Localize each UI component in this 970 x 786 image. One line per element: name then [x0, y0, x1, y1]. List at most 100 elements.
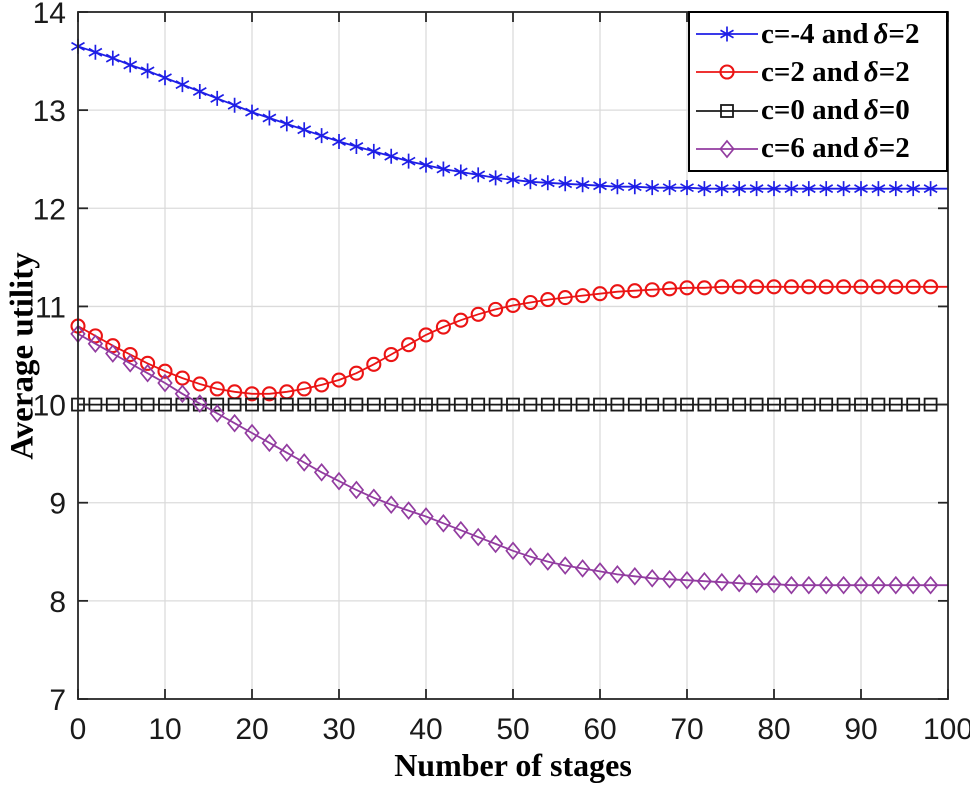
square-marker-icon	[801, 397, 816, 412]
diamond-marker-icon	[783, 575, 800, 595]
diamond-marker-icon	[487, 534, 504, 554]
square-marker-icon	[888, 397, 903, 412]
square-marker-icon	[245, 397, 259, 412]
diamond-marker-icon	[557, 556, 573, 575]
asterisk-marker-icon	[540, 175, 555, 191]
legend: c=-4 and δ=2 c=2 and δ=2 c=0 and δ=0 c=6 an…	[688, 11, 948, 172]
asterisk-marker-icon	[105, 50, 120, 66]
legend-label-text: =2	[888, 17, 920, 50]
x-tick-label: 90	[844, 713, 877, 746]
square-marker-icon	[140, 397, 155, 412]
legend-item: c=6 and δ=2	[690, 130, 946, 168]
asterisk-marker-icon	[906, 181, 921, 197]
diamond-marker-icon	[679, 570, 695, 590]
diamond-marker-icon	[244, 423, 260, 443]
asterisk-marker-icon	[192, 83, 207, 99]
circle-marker-icon	[140, 355, 156, 371]
circle-marker-icon	[418, 327, 434, 343]
circle-marker-icon	[853, 279, 869, 295]
asterisk-marker-icon	[349, 138, 364, 154]
asterisk-marker-icon	[332, 134, 346, 150]
diamond-marker-icon	[87, 334, 104, 354]
diamond-marker-icon	[719, 139, 735, 159]
asterisk-marker-icon	[923, 181, 938, 197]
x-axis-label: Number of stages	[394, 747, 632, 783]
asterisk-marker-icon	[245, 104, 259, 120]
series-markers-c0-delta0	[71, 397, 938, 412]
square-marker-icon	[506, 397, 520, 412]
square-marker-icon	[662, 397, 677, 412]
square-marker-icon	[436, 397, 451, 412]
square-marker-icon	[314, 397, 329, 412]
asterisk-marker-icon	[158, 70, 172, 86]
asterisk-marker-icon	[506, 172, 520, 188]
square-marker-icon	[714, 397, 729, 412]
circle-marker-icon	[801, 279, 817, 295]
square-marker-icon	[210, 397, 225, 412]
diamond-marker-icon	[627, 566, 643, 586]
square-marker-icon	[836, 397, 851, 412]
asterisk-marker-icon	[227, 97, 242, 113]
y-tick-label: 10	[33, 390, 66, 423]
diamond-marker-icon	[731, 573, 747, 593]
diamond-marker-icon	[905, 575, 921, 595]
square-marker-icon	[906, 397, 921, 412]
diamond-marker-icon	[696, 571, 713, 591]
asterisk-marker-icon	[279, 116, 294, 132]
asterisk-marker-icon	[175, 77, 190, 93]
asterisk-marker-icon	[871, 181, 886, 197]
diamond-marker-icon	[348, 480, 365, 500]
circle-marker-icon	[696, 280, 712, 296]
diamond-marker-icon	[226, 413, 243, 433]
diamond-marker-icon	[540, 552, 556, 571]
diamond-marker-icon	[453, 520, 469, 540]
legend-label: c=0 and δ=0	[761, 96, 910, 125]
asterisk-marker-icon	[558, 176, 573, 192]
legend-sample-marker	[719, 64, 735, 80]
legend-sample-marker	[720, 103, 734, 118]
x-tick-label: 80	[757, 713, 790, 746]
diamond-marker-icon	[505, 541, 521, 561]
asterisk-marker-icon	[297, 122, 312, 138]
asterisk-marker-icon	[767, 181, 781, 197]
y-tick-label: 8	[49, 586, 66, 619]
diamond-marker-icon	[418, 507, 434, 526]
diamond-marker-icon	[609, 565, 626, 584]
asterisk-marker-icon	[88, 44, 103, 60]
series-markers-c6-delta2	[70, 324, 939, 595]
delta-symbol: δ	[873, 17, 889, 50]
circle-marker-icon	[766, 279, 782, 295]
diamond-marker-icon	[174, 384, 191, 404]
asterisk-marker-icon	[366, 143, 381, 159]
diamond-marker-icon	[279, 443, 295, 462]
circle-marker-icon	[244, 386, 260, 402]
asterisk-marker-icon	[854, 181, 868, 197]
square-marker-icon	[419, 397, 433, 412]
diamond-marker-icon	[853, 575, 869, 595]
diamond-marker-icon	[922, 575, 939, 595]
square-marker-icon	[227, 397, 242, 412]
diamond-marker-icon	[801, 575, 817, 595]
legend-label-text: c=-4 and	[761, 17, 869, 50]
diamond-marker-icon	[105, 344, 121, 363]
series-markers-c2-delta2	[70, 279, 939, 402]
asterisk-marker-icon	[523, 174, 538, 190]
circle-marker-icon	[366, 356, 382, 372]
circle-marker-icon	[662, 281, 678, 297]
circle-marker-icon	[192, 376, 208, 392]
square-marker-icon	[749, 397, 764, 412]
square-marker-icon	[819, 397, 834, 412]
circle-marker-icon	[122, 346, 138, 363]
x-tick-label: 60	[583, 713, 616, 746]
circle-marker-icon	[296, 381, 312, 397]
circle-marker-icon	[401, 337, 417, 353]
x-tick-label: 10	[148, 713, 181, 746]
asterisk-marker-icon	[488, 170, 503, 186]
legend-label: c=6 and δ=2	[761, 134, 910, 163]
x-tick-label: 0	[70, 713, 87, 746]
square-marker-icon	[558, 397, 573, 412]
diamond-marker-icon	[296, 453, 312, 472]
asterisk-marker-icon	[123, 57, 138, 73]
square-marker-icon	[488, 397, 503, 412]
diamond-marker-icon	[192, 394, 208, 413]
